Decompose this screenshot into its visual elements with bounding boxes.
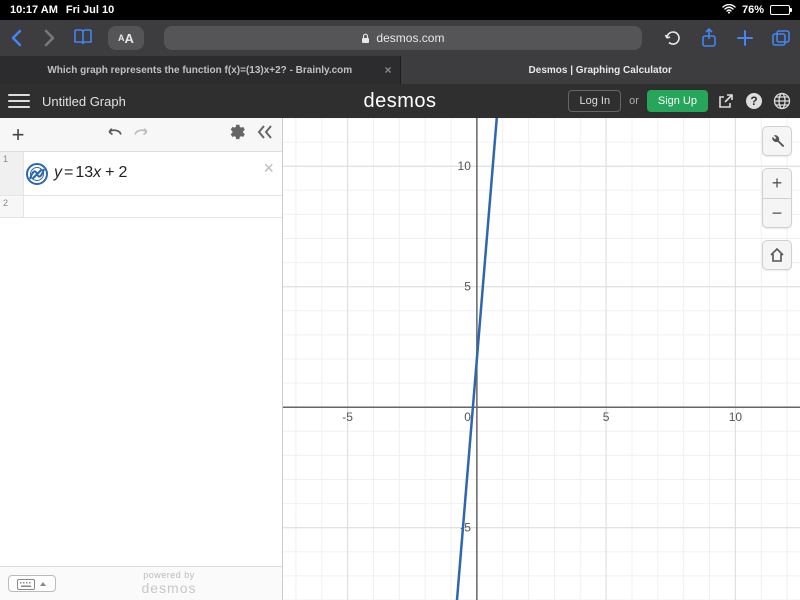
reload-button[interactable] <box>662 27 684 49</box>
battery-percent: 76% <box>742 4 764 16</box>
tab-desmos[interactable]: Desmos | Graphing Calculator <box>401 56 800 84</box>
or-separator: or <box>629 95 639 107</box>
help-icon[interactable]: ? <box>744 91 764 111</box>
url-text: desmos.com <box>376 31 444 45</box>
status-date: Fri Jul 10 <box>66 4 114 16</box>
back-button[interactable] <box>8 29 26 47</box>
delete-expression-icon[interactable]: × <box>263 158 274 179</box>
graph-title[interactable]: Untitled Graph <box>42 94 126 109</box>
share-button[interactable] <box>698 27 720 49</box>
zoom-out-button[interactable]: − <box>762 198 792 228</box>
status-time: 10:17 AM <box>10 4 58 16</box>
expression-index: 1 <box>0 152 24 195</box>
forward-button[interactable] <box>40 29 58 47</box>
add-expression-button[interactable]: + <box>8 122 28 148</box>
lock-icon <box>361 33 370 44</box>
tab-label: Which graph represents the function f(x)… <box>47 65 352 76</box>
signup-button[interactable]: Sign Up <box>647 90 708 112</box>
graph-svg: -5510-55100 <box>283 118 800 600</box>
redo-button[interactable] <box>131 124 151 145</box>
expression-latex[interactable]: y=13x+2 <box>54 164 127 183</box>
expression-row[interactable]: 1 y=13x+2 × <box>0 152 282 196</box>
svg-text:10: 10 <box>458 159 472 173</box>
svg-text:10: 10 <box>729 410 743 424</box>
expression-footer: powered by desmos <box>0 566 282 600</box>
svg-text:0: 0 <box>464 410 471 424</box>
graph-controls: + − <box>762 126 792 270</box>
undo-button[interactable] <box>105 124 125 145</box>
svg-text:?: ? <box>750 94 757 108</box>
expression-list: 1 y=13x+2 × 2 <box>0 152 282 566</box>
zoom-in-button[interactable]: + <box>762 168 792 198</box>
new-tab-button[interactable] <box>734 27 756 49</box>
home-button[interactable] <box>762 240 792 270</box>
login-button[interactable]: Log In <box>568 90 621 112</box>
battery-icon <box>770 5 790 15</box>
text-size-button[interactable]: AA <box>108 26 144 50</box>
share-graph-icon[interactable] <box>716 91 736 111</box>
safari-tab-strip: Which graph represents the function f(x)… <box>0 56 800 84</box>
collapse-panel-button[interactable] <box>256 124 274 145</box>
wifi-icon <box>722 4 736 17</box>
expression-color-swatch[interactable] <box>26 163 48 185</box>
svg-text:5: 5 <box>464 280 471 294</box>
safari-toolbar: AA desmos.com <box>0 20 800 56</box>
menu-button[interactable] <box>8 90 30 112</box>
language-icon[interactable] <box>772 91 792 111</box>
svg-text:-5: -5 <box>342 410 353 424</box>
tab-brainly[interactable]: Which graph represents the function f(x)… <box>0 56 401 84</box>
bookmarks-icon[interactable] <box>72 27 94 50</box>
close-tab-icon[interactable]: × <box>384 63 391 77</box>
expression-toolbar: + <box>0 118 282 152</box>
url-bar[interactable]: desmos.com <box>164 26 642 50</box>
wrench-button[interactable] <box>762 126 792 156</box>
settings-icon[interactable] <box>228 123 246 146</box>
expression-row[interactable]: 2 <box>0 196 282 218</box>
expression-index: 2 <box>0 196 24 217</box>
graph-area[interactable]: -5510-55100 + − <box>283 118 800 600</box>
desmos-logo: desmos <box>363 90 436 113</box>
tab-label: Desmos | Graphing Calculator <box>529 65 672 76</box>
keyboard-toggle-button[interactable] <box>8 575 56 592</box>
powered-by: powered by desmos <box>141 571 196 596</box>
workspace: + 1 <box>0 118 800 600</box>
svg-text:5: 5 <box>603 410 610 424</box>
ios-status-bar: 10:17 AM Fri Jul 10 76% <box>0 0 800 20</box>
desmos-header: Untitled Graph desmos Log In or Sign Up … <box>0 84 800 118</box>
expression-panel: + 1 <box>0 118 283 600</box>
tab-overview-button[interactable] <box>770 27 792 49</box>
